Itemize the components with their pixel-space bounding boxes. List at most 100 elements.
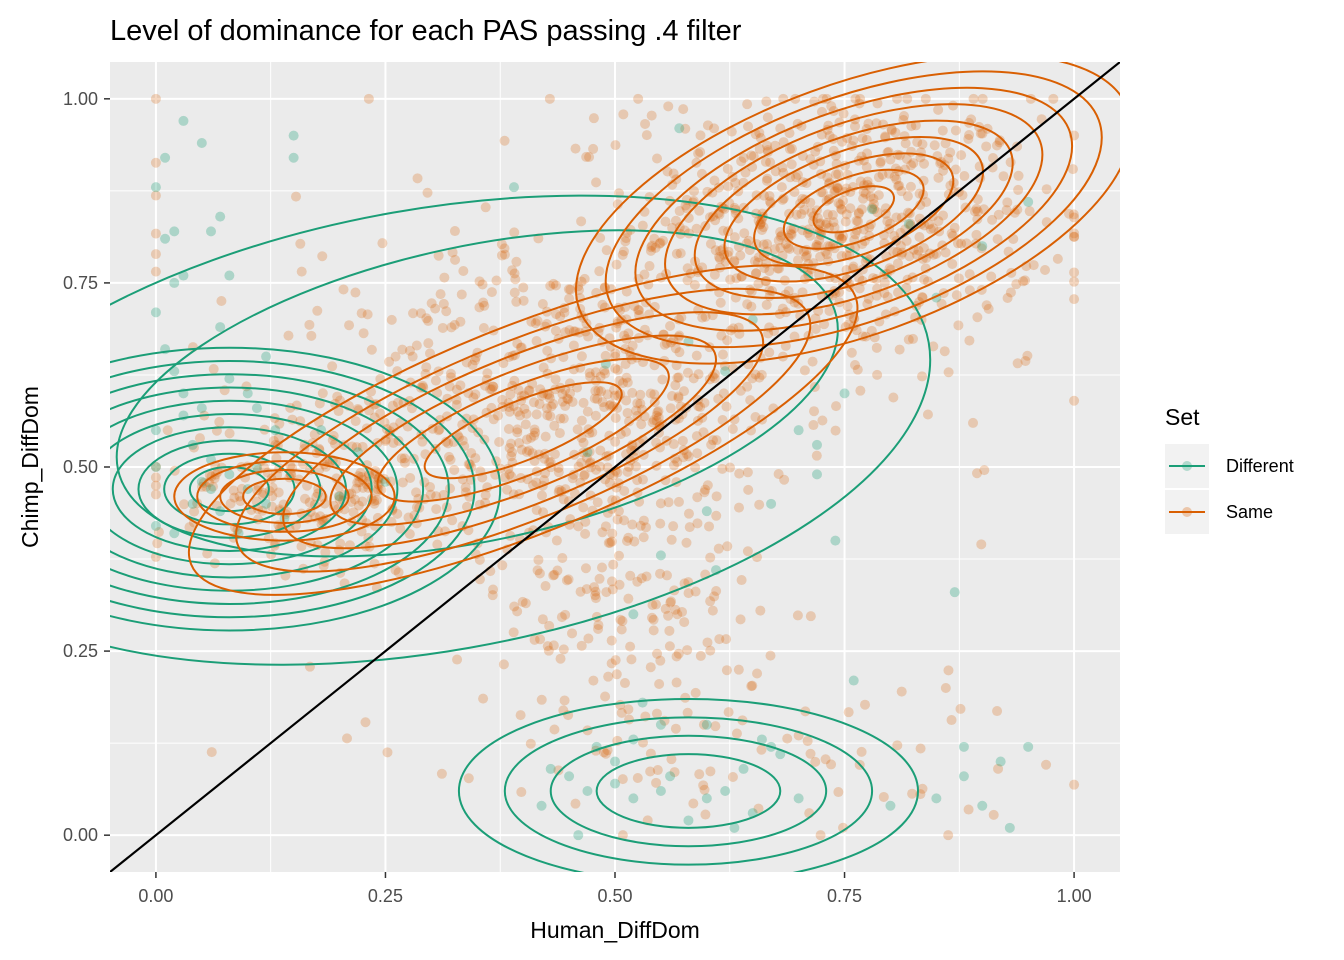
point-same [613,506,624,517]
point-same [509,227,520,238]
point-same [468,392,479,403]
point-same [563,394,574,405]
point-same [623,593,634,604]
point-same [653,406,664,417]
point-same [507,265,518,276]
point-same [531,477,542,488]
contour-different [457,697,919,872]
point-same [810,756,821,767]
point-same [648,415,659,426]
point-same [830,185,841,196]
point-same [668,168,679,179]
point-different [242,388,253,399]
contour-different [549,734,828,848]
point-same [528,397,539,408]
point-same [858,193,869,204]
point-same [822,172,833,183]
point-same [699,397,710,408]
point-same [894,180,905,191]
point-same [855,93,866,104]
point-same [651,777,662,788]
point-same [531,336,542,347]
point-same [563,496,574,507]
point-same [581,584,592,595]
point-same [799,365,810,376]
point-same [765,157,776,168]
point-same [309,429,320,440]
point-same [811,450,822,461]
point-same [517,596,528,607]
point-same [578,437,589,448]
point-same [655,568,666,579]
point-same [634,305,645,316]
point-same [585,371,596,382]
point-same [854,283,865,294]
point-same [362,309,373,320]
point-same [919,220,930,231]
contour-same [634,86,1074,332]
point-same [535,634,546,645]
point-same [855,385,866,396]
point-same [258,488,269,499]
point-same [777,162,788,173]
point-same [499,243,510,254]
point-same [875,156,886,167]
point-same [479,300,490,311]
point-same [211,500,222,511]
point-same [833,198,844,209]
point-same [754,372,765,383]
point-same [933,104,944,115]
point-same [207,481,218,492]
point-same [983,303,994,314]
point-same [838,108,849,119]
point-same [616,624,627,635]
point-same [824,222,835,233]
point-same [663,610,674,621]
point-same [747,680,758,691]
point-same [150,157,161,168]
point-same [915,743,926,754]
point-same [872,98,883,109]
point-same [884,168,895,179]
contour-different [595,753,782,829]
point-same [623,532,634,543]
point-same [949,222,960,233]
contour-different [110,399,399,579]
point-same [937,125,948,136]
point-same [584,152,595,163]
point-same [731,273,742,284]
point-same [314,398,325,409]
contour-same [173,451,396,542]
point-same [603,671,614,682]
point-same [596,386,607,397]
point-same [635,398,646,409]
point-same [605,399,616,410]
point-same [356,308,367,319]
point-same [304,497,315,508]
point-same [913,245,924,256]
point-different [380,476,391,487]
contour-different [110,413,373,566]
point-different [903,219,914,229]
point-same [507,447,518,458]
point-same [612,403,623,414]
point-same [836,204,847,215]
point-same [886,124,897,135]
point-same [668,439,679,450]
point-same [680,692,691,703]
point-same [272,469,283,480]
point-same [204,470,215,481]
point-same [657,374,668,385]
point-same [815,830,826,841]
point-same [784,144,795,155]
point-same [590,593,601,604]
point-same [525,432,536,443]
point-same [880,208,891,219]
point-same [554,484,565,495]
point-same [815,251,826,262]
point-same [614,579,625,590]
point-same [670,343,681,354]
point-same [488,584,499,595]
point-same [742,381,753,392]
point-same [273,487,284,498]
